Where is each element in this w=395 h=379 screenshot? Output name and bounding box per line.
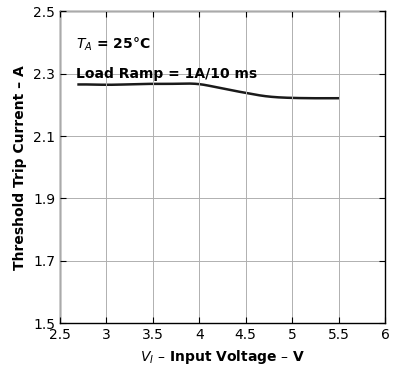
Text: Load Ramp = 1A/10 ms: Load Ramp = 1A/10 ms [76, 67, 258, 81]
Text: $T_A$ = 25°C: $T_A$ = 25°C [76, 36, 150, 53]
Y-axis label: Threshold Trip Current – A: Threshold Trip Current – A [13, 65, 28, 269]
X-axis label: $V_I$ – Input Voltage – V: $V_I$ – Input Voltage – V [140, 348, 305, 366]
